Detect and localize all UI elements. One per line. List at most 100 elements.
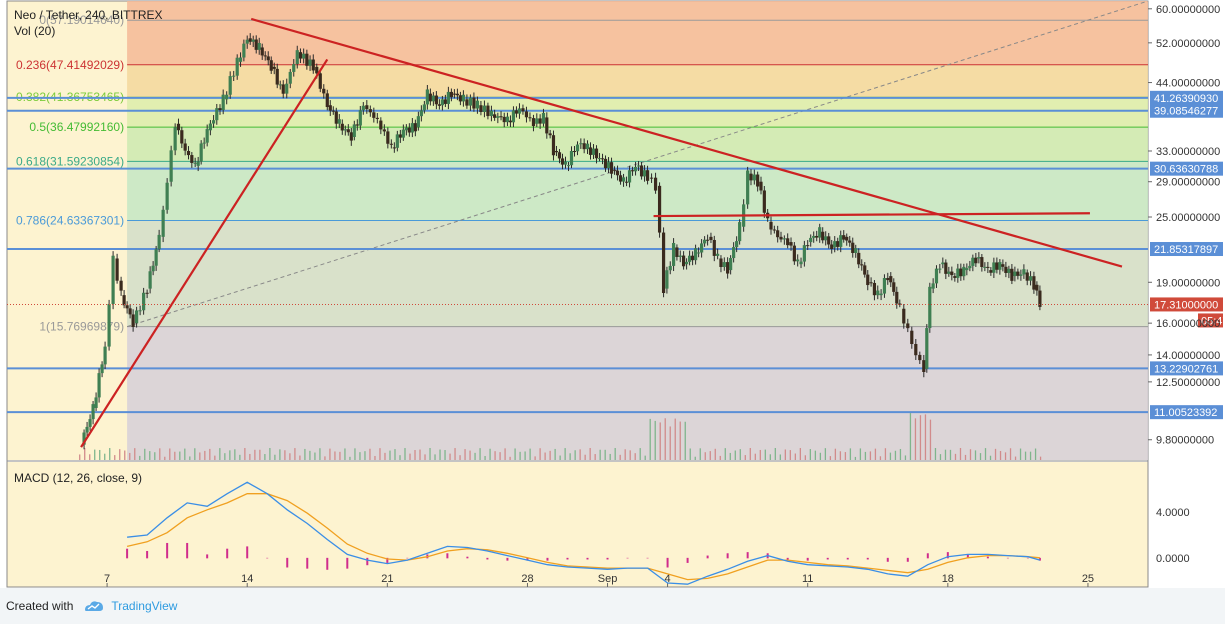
macd-histogram-bar (966, 554, 969, 559)
volume-bar (559, 455, 561, 460)
volume-bar (419, 449, 421, 460)
candle-body (830, 244, 834, 250)
candle-body (782, 238, 786, 240)
volume-bar (849, 448, 852, 460)
candle-body (221, 94, 225, 111)
time-axis-label: 4 (665, 573, 671, 585)
candle-body (465, 99, 469, 106)
candle-body (145, 292, 149, 294)
candle-body (944, 262, 948, 274)
candle-body (472, 97, 476, 109)
macd-histogram-bar (326, 557, 329, 570)
volume-bar (629, 450, 631, 460)
candle-body (508, 120, 513, 123)
volume-bar (819, 452, 822, 460)
candle-body (269, 60, 273, 71)
volume-bar (944, 449, 947, 460)
volume-bar (229, 450, 231, 460)
candle-body (235, 57, 239, 76)
volume-bar (289, 453, 291, 460)
tradingview-brand[interactable]: TradingView (111, 599, 178, 613)
volume-bar (834, 448, 837, 460)
volume-bar (904, 455, 907, 460)
candle-body (712, 239, 716, 256)
volume-bar (119, 449, 121, 460)
candle-body (1035, 284, 1039, 291)
candle-body (815, 235, 819, 238)
volume-bar (154, 452, 156, 460)
candle-body (352, 124, 356, 137)
candle-body (365, 105, 369, 110)
volume-label: Vol (20) (14, 24, 55, 38)
candle-body (882, 278, 887, 294)
candle-body (422, 104, 426, 111)
volume-bar (1014, 456, 1017, 460)
candle-body (722, 262, 726, 268)
candle-body (100, 364, 104, 374)
volume-bar (244, 448, 246, 460)
candle-body (410, 123, 414, 133)
volume-bar (829, 456, 832, 460)
volume-bar (139, 455, 141, 460)
macd-histogram-bar (666, 557, 669, 568)
volume-bar (909, 413, 912, 460)
candle-body (232, 75, 236, 77)
candle-body (756, 174, 760, 187)
volume-bar (259, 449, 261, 460)
candle-body (382, 129, 386, 132)
candle-body (308, 59, 312, 66)
candle-body (392, 147, 396, 149)
volume-bar (99, 449, 101, 460)
candle-body (94, 397, 98, 408)
candle-body (977, 257, 981, 259)
fib-label-0-618: 0.618(31.59230854) (16, 154, 124, 168)
candle-body (545, 117, 549, 134)
volume-bar (454, 448, 456, 460)
volume-bar (1024, 451, 1027, 460)
candle-body (910, 330, 914, 345)
candle-body (678, 255, 682, 257)
volume-bar (209, 448, 211, 460)
volume-bar (964, 454, 967, 460)
candles (82, 33, 1042, 450)
volume-bar (124, 450, 126, 460)
candle-body (302, 53, 306, 59)
candle-body (437, 104, 441, 106)
candle-body (404, 127, 408, 131)
candle-body (228, 76, 232, 95)
volume-bar (724, 448, 726, 460)
horizontal-line-badge-label-5: 11.00523392 (1154, 407, 1217, 419)
chart-canvas[interactable]: 0(57.19014640)0.236(47.41492029)0.382(41… (0, 0, 1225, 588)
candle-body (615, 170, 620, 176)
candle-body (535, 118, 539, 124)
price-axis-label: 44.00000000 (1156, 78, 1220, 90)
macd-histogram-bar (546, 557, 549, 561)
volume-bar (114, 455, 116, 460)
candle-body (922, 360, 926, 372)
candle-body (416, 116, 420, 128)
candle-body (681, 255, 686, 267)
volume-bar (994, 448, 997, 460)
candle-body (386, 131, 390, 144)
candle-body (603, 158, 608, 169)
candle-body (541, 112, 546, 124)
candle-body (851, 242, 855, 253)
volume-bar (604, 449, 606, 460)
price-axis-label: 52.00000000 (1156, 38, 1220, 50)
candle-body (401, 129, 405, 138)
volume-bar (544, 452, 546, 460)
volume-bar (489, 448, 491, 460)
candle-body (998, 262, 1002, 270)
candle-body (361, 105, 365, 111)
candle-body (934, 268, 939, 284)
candle-body (183, 143, 187, 151)
volume-bar (749, 448, 751, 460)
volume-bar (79, 454, 81, 460)
volume-bar (354, 448, 356, 460)
macd-histogram-bar (906, 557, 909, 562)
macd-histogram-bar (246, 546, 249, 559)
fib-band-0-618 (127, 161, 1148, 221)
horizontal-line-badge-0 (1150, 90, 1223, 105)
volume-bar (174, 451, 176, 460)
candle-body (266, 56, 270, 61)
